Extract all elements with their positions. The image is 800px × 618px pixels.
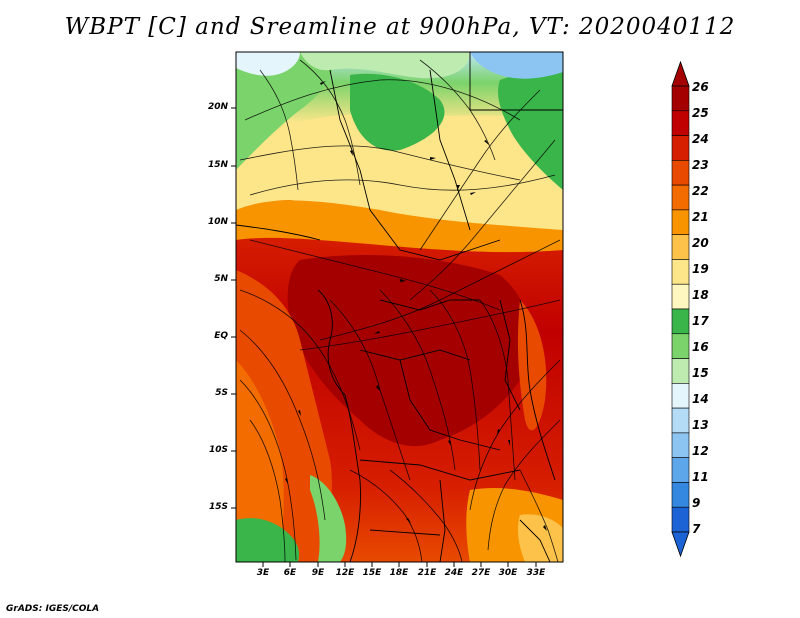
lon-label-24e: 24E bbox=[444, 568, 464, 578]
colorbar-segment-19 bbox=[671, 259, 690, 285]
colorbar-label-11: 11 bbox=[692, 470, 709, 484]
field-sw-green bbox=[236, 518, 300, 562]
field-north-green-center bbox=[350, 73, 445, 151]
colorbar-segment-14 bbox=[671, 383, 690, 409]
lon-label-3e: 3E bbox=[256, 568, 270, 578]
lon-label-30e: 30E bbox=[498, 568, 518, 578]
colorbar-label-18: 18 bbox=[692, 288, 709, 302]
lon-ticks bbox=[262, 562, 537, 567]
map-title: WBPT [C] and Sreamline at 900hPa, VT: 20… bbox=[64, 14, 736, 40]
colorbar-label-12: 12 bbox=[692, 444, 709, 458]
field-east-coast-orange bbox=[517, 300, 547, 431]
field-atlantic-light bbox=[236, 360, 284, 562]
colorbar-segment-9 bbox=[671, 482, 690, 508]
colorbar-segment-12 bbox=[671, 432, 690, 458]
colorbar-segment-20 bbox=[671, 234, 690, 260]
colorbar-low-triangle bbox=[671, 531, 690, 558]
colorbar-high-triangle bbox=[671, 60, 690, 87]
lat-label-20n: 20N bbox=[207, 102, 228, 112]
lon-label-6e: 6E bbox=[283, 568, 297, 578]
country-borders bbox=[236, 52, 563, 562]
field-se-yellow bbox=[517, 514, 563, 562]
lon-label-27e: 27E bbox=[471, 568, 491, 578]
colorbar-label-9: 9 bbox=[692, 496, 701, 510]
lon-label-12e: 12E bbox=[335, 568, 355, 578]
colorbar-label-19: 19 bbox=[692, 262, 709, 276]
colorbar-label-24: 24 bbox=[692, 132, 709, 146]
lon-label-33e: 33E bbox=[526, 568, 546, 578]
colorbar-label-25: 25 bbox=[692, 106, 709, 120]
field-north-paleblue bbox=[236, 52, 300, 76]
lon-label-15e: 15E bbox=[362, 568, 382, 578]
colorbar-segment-23 bbox=[671, 160, 690, 186]
colorbar-segment-17 bbox=[671, 308, 690, 335]
streamlines bbox=[239, 59, 561, 562]
field-core-darkred bbox=[287, 255, 531, 447]
colorbar-label-13: 13 bbox=[692, 418, 709, 432]
field-north-yellow bbox=[236, 113, 563, 235]
lat-label-5s: 5S bbox=[215, 388, 228, 398]
colorbar-label-17: 17 bbox=[692, 314, 709, 328]
map-plot-area bbox=[236, 52, 563, 562]
colorbar-segment-25 bbox=[671, 110, 690, 136]
colorbar-label-16: 16 bbox=[692, 340, 709, 354]
lat-label-10s: 10S bbox=[208, 445, 228, 455]
field-north-lightgreen bbox=[300, 52, 470, 79]
field-north-green-west bbox=[236, 52, 333, 170]
lat-label-15n: 15N bbox=[207, 160, 228, 170]
colorbar-label-26: 26 bbox=[692, 80, 709, 94]
field-north-blue bbox=[470, 52, 563, 79]
lat-label-10n: 10N bbox=[207, 217, 228, 227]
streamline-arrows bbox=[285, 81, 547, 531]
colorbar-segment-26 bbox=[671, 85, 690, 112]
grads-credit: GrADS: IGES/COLA bbox=[6, 604, 100, 614]
colorbar-label-7: 7 bbox=[692, 522, 701, 536]
colorbar-label-23: 23 bbox=[692, 158, 709, 172]
colorbar-label-22: 22 bbox=[692, 184, 709, 198]
field-sw-lightgreen bbox=[310, 475, 347, 562]
lat-label-5n: 5N bbox=[214, 274, 228, 284]
colorbar-segment-18 bbox=[671, 283, 690, 310]
colorbar-segment-22 bbox=[671, 184, 690, 211]
colorbar-segment-21 bbox=[671, 209, 690, 235]
lat-ticks bbox=[231, 107, 236, 509]
colorbar-label-14: 14 bbox=[692, 392, 709, 406]
colorbar-segment-11 bbox=[671, 457, 690, 483]
colorbar-label-15: 15 bbox=[692, 366, 709, 380]
colorbar-segment-13 bbox=[671, 407, 690, 434]
colorbar-segment-7 bbox=[671, 506, 690, 533]
colorbar-segment-16 bbox=[671, 333, 690, 359]
field-north-green-east bbox=[498, 68, 563, 190]
colorbar-label-20: 20 bbox=[692, 236, 709, 250]
lat-label-eq: EQ bbox=[214, 331, 228, 341]
colorbar-segment-15 bbox=[671, 358, 690, 384]
lat-label-15s: 15S bbox=[208, 502, 228, 512]
lon-label-21e: 21E bbox=[417, 568, 437, 578]
colorbar-segment-24 bbox=[671, 135, 690, 161]
lon-label-18e: 18E bbox=[389, 568, 409, 578]
colorbar-label-21: 21 bbox=[692, 210, 709, 224]
lon-label-9e: 9E bbox=[311, 568, 325, 578]
